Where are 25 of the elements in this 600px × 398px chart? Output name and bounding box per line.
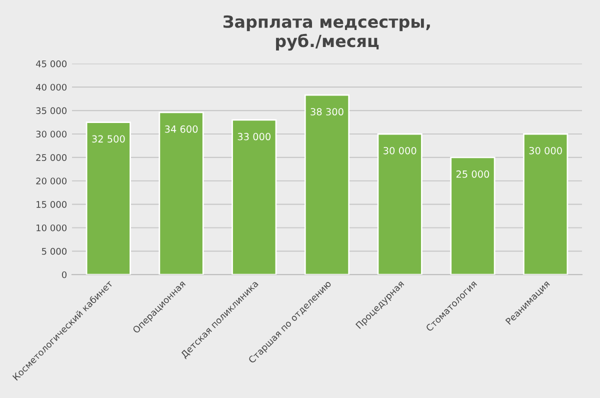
y-tick-label: 25 000 — [36, 154, 67, 161]
chart-title: Зарплата медсестры, руб./месяц — [224, 15, 430, 51]
y-tick-label: 10 000 — [36, 224, 67, 232]
data-label: 30 000 — [384, 146, 416, 154]
bar — [377, 133, 422, 275]
data-label: 33 000 — [238, 132, 271, 140]
bar — [523, 133, 568, 275]
y-tick-label: 45 000 — [36, 60, 67, 68]
y-tick-label: 20 000 — [36, 178, 67, 184]
y-tick-label: 35 000 — [36, 107, 67, 114]
y-tick-label: 0 — [62, 271, 67, 278]
bar — [232, 119, 277, 275]
data-label: 30 000 — [529, 146, 562, 154]
data-label: 38 300 — [310, 108, 344, 116]
bar — [86, 122, 131, 275]
bar — [304, 94, 350, 275]
data-label: 25 000 — [456, 170, 490, 178]
data-label: 34 600 — [165, 125, 198, 133]
y-tick-label: 15 000 — [36, 201, 67, 208]
bar — [450, 156, 496, 275]
y-tick-label: 40 000 — [36, 84, 67, 91]
y-tick-label: 5 000 — [42, 248, 67, 255]
data-label: 32 500 — [92, 135, 125, 143]
bar — [158, 112, 204, 275]
y-tick-label: 30 000 — [36, 130, 67, 138]
